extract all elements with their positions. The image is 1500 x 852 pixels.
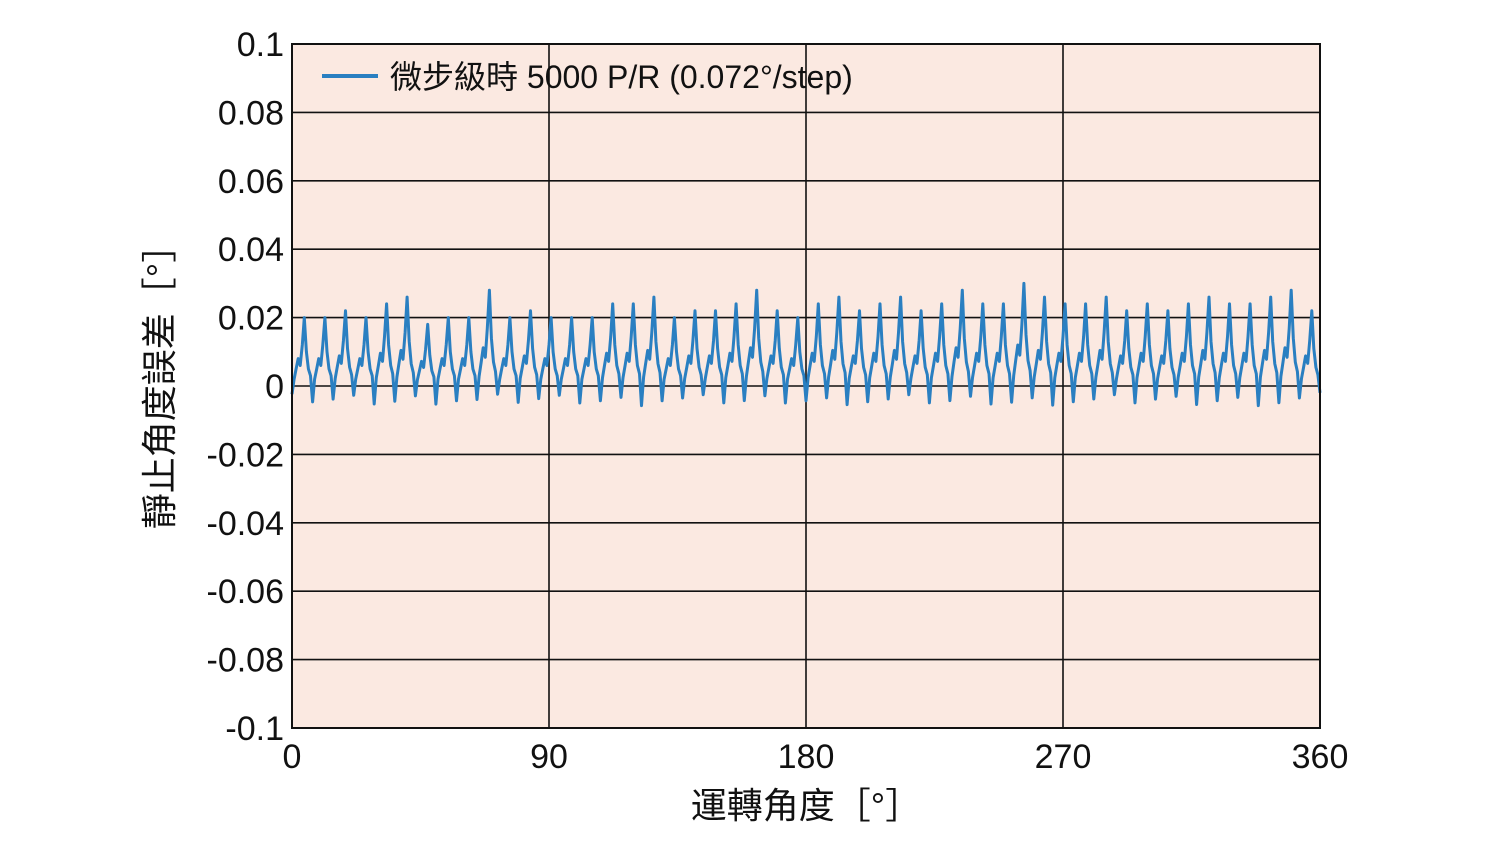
y-tick-label: 0.06 [218,163,284,201]
y-tick-label: -0.04 [207,505,285,543]
y-tick-label: 0.08 [218,94,284,132]
y-tick-label: 0.04 [218,231,284,269]
y-axis-title: 靜止角度誤差［°］ [139,227,180,529]
y-tick-label: -0.02 [207,436,285,474]
y-tick-label: -0.06 [207,573,285,611]
plot-frame [291,43,1321,729]
legend: 微步級時 5000 P/R (0.072°/step) [322,59,853,95]
x-axis-title: 運轉角度［°］ [691,785,921,826]
x-tick-label: 270 [1035,738,1092,776]
y-tick-label: 0 [265,368,284,406]
x-tick-labels: 0 90 180 270 360 [283,738,1349,776]
y-tick-label: 0.02 [218,300,284,338]
y-tick-labels: 0.1 0.08 0.06 0.04 0.02 0 -0.02 -0.04 -0.06 -0.08… [207,26,285,748]
y-tick-label: -0.1 [225,710,284,748]
y-tick-label: -0.08 [207,642,285,680]
series-layer [290,281,1322,408]
x-tick-label: 360 [1292,738,1349,776]
legend-label: 微步級時 5000 P/R (0.072°/step) [390,59,853,95]
x-tick-label: 0 [283,738,302,776]
x-tick-label: 90 [530,738,568,776]
y-tick-label: 0.1 [237,26,284,64]
x-tick-label: 180 [778,738,835,776]
series-line [290,281,1322,408]
